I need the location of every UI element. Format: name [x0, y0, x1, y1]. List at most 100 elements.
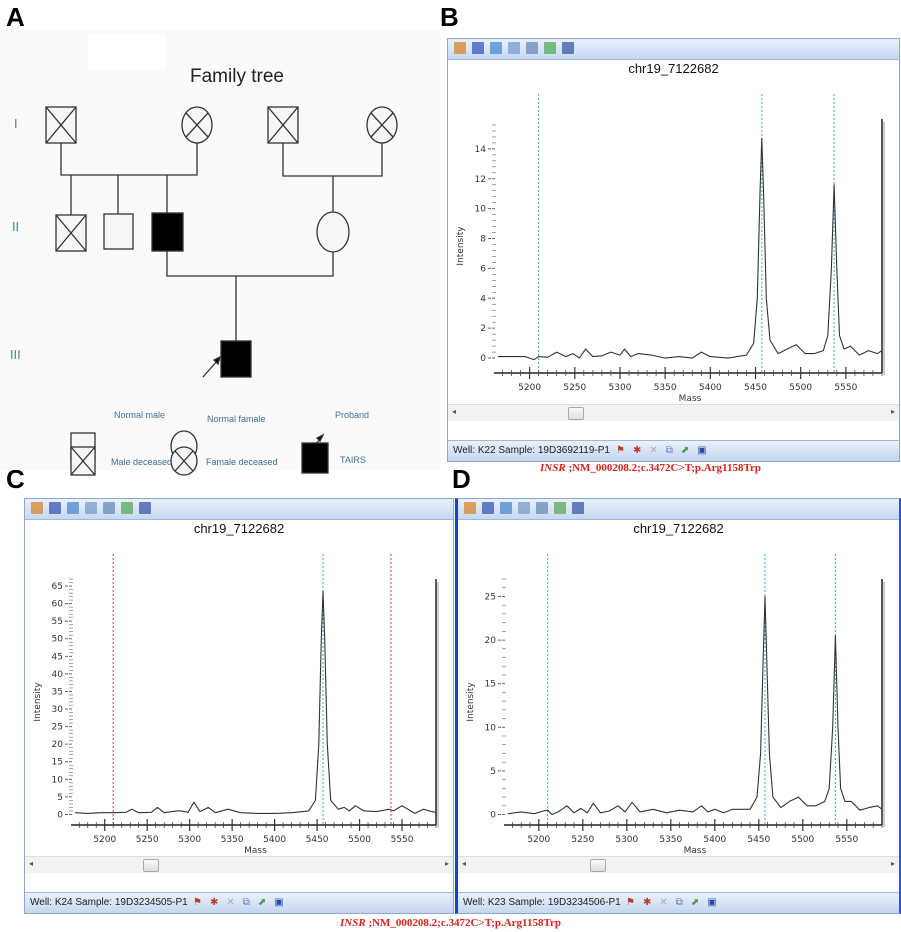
list-icon[interactable]	[508, 42, 520, 54]
svg-text:12: 12	[475, 175, 486, 185]
close-x-icon[interactable]: ✕	[659, 897, 668, 908]
svg-text:5: 5	[490, 767, 496, 777]
svg-text:5550: 5550	[834, 383, 857, 393]
window-toolbar	[458, 499, 899, 520]
panel-label-d: D	[452, 464, 471, 494]
generation-label-iii: III	[10, 348, 21, 362]
scroll-right-arrow-icon[interactable]: ▸	[444, 859, 449, 868]
chart-title: chr19_7122682	[633, 521, 724, 536]
svg-text:5500: 5500	[789, 383, 812, 393]
svg-text:5200: 5200	[527, 835, 550, 845]
peak-icon[interactable]	[490, 42, 502, 54]
save-icon[interactable]	[562, 42, 574, 54]
list-icon[interactable]	[518, 502, 530, 514]
list-icon[interactable]	[85, 502, 97, 514]
save-icon[interactable]	[572, 502, 584, 514]
svg-text:5300: 5300	[615, 835, 638, 845]
legend-label-normal-female: Normal famale	[207, 414, 266, 424]
copy-icon[interactable]: ⧉	[675, 897, 683, 908]
peak-icon[interactable]	[67, 502, 79, 514]
svg-text:5400: 5400	[263, 835, 286, 845]
scroll-left-arrow-icon[interactable]: ◂	[462, 859, 467, 868]
flag-icon[interactable]: ⚑	[626, 897, 635, 908]
palette-icon[interactable]	[544, 42, 556, 54]
bug-icon[interactable]: ✱	[209, 897, 219, 908]
export-icon[interactable]: ⬈	[257, 897, 267, 908]
generation-label-ii: II	[12, 220, 20, 234]
bar-chart-color-icon[interactable]	[464, 502, 476, 514]
svg-text:5300: 5300	[178, 835, 201, 845]
chart-title: chr19_7122682	[628, 61, 719, 76]
svg-text:5500: 5500	[348, 835, 371, 845]
save-icon[interactable]	[139, 502, 151, 514]
table-icon[interactable]	[103, 502, 115, 514]
bug-icon[interactable]: ✱	[632, 445, 642, 456]
svg-text:5350: 5350	[221, 835, 244, 845]
palette-icon[interactable]	[554, 502, 566, 514]
flag-icon[interactable]: ⚑	[193, 897, 202, 908]
svg-text:45: 45	[52, 652, 63, 662]
export-icon[interactable]: ⬈	[680, 445, 690, 456]
svg-text:5450: 5450	[306, 835, 329, 845]
svg-text:65: 65	[52, 582, 63, 592]
svg-text:6: 6	[480, 264, 486, 274]
svg-text:15: 15	[485, 680, 496, 690]
svg-text:25: 25	[485, 592, 496, 602]
legend-label-proband: Proband	[335, 410, 370, 420]
svg-text:0: 0	[480, 354, 486, 364]
normal-male-symbol	[103, 213, 134, 250]
disk-icon[interactable]: ▣	[707, 897, 717, 908]
status-bar: Well: K23 Sample: 19D3234506-P1 ⚑ ✱ ✕ ⧉ ⬈ ▣	[458, 892, 899, 913]
normal-female-symbol	[316, 211, 350, 253]
svg-text:5250: 5250	[136, 835, 159, 845]
scroll-right-arrow-icon[interactable]: ▸	[890, 859, 895, 868]
copy-icon[interactable]: ⧉	[242, 897, 250, 908]
copy-icon[interactable]: ⧉	[665, 445, 673, 456]
scroll-left-arrow-icon[interactable]: ◂	[29, 859, 34, 868]
legend-label-male-deceased: Male deceased	[111, 457, 173, 467]
svg-text:20: 20	[485, 636, 497, 646]
scrollbar-thumb[interactable]	[143, 859, 159, 872]
male-deceased-symbol	[55, 214, 87, 252]
generation-label-i: I	[14, 117, 18, 131]
female-deceased-symbol	[366, 106, 398, 144]
flag-icon[interactable]: ⚑	[616, 445, 625, 456]
bar-chart-color-icon[interactable]	[454, 42, 466, 54]
svg-text:5200: 5200	[518, 383, 541, 393]
pedigree-drawing	[45, 34, 398, 462]
horizontal-scrollbar[interactable]: ◂ ▸	[458, 856, 899, 873]
table-icon[interactable]	[536, 502, 548, 514]
svg-text:Mass: Mass	[679, 394, 702, 404]
peak-icon[interactable]	[500, 502, 512, 514]
scrollbar-thumb[interactable]	[568, 407, 584, 420]
palette-icon[interactable]	[121, 502, 133, 514]
svg-text:5500: 5500	[791, 835, 814, 845]
scrollbar-thumb[interactable]	[590, 859, 606, 872]
bar-chart-color-icon[interactable]	[31, 502, 43, 514]
table-icon[interactable]	[526, 42, 538, 54]
horizontal-scrollbar[interactable]: ◂ ▸	[448, 404, 899, 421]
2d-view-icon[interactable]	[472, 42, 484, 54]
svg-text:15: 15	[52, 758, 63, 768]
well-sample-info: Well: K22 Sample: 19D3692119-P1	[453, 445, 610, 456]
close-x-icon[interactable]: ✕	[649, 445, 658, 456]
export-icon[interactable]: ⬈	[690, 897, 700, 908]
svg-text:Intensity: Intensity	[456, 226, 466, 266]
disk-icon[interactable]: ▣	[697, 445, 707, 456]
svg-text:20: 20	[52, 740, 64, 750]
close-x-icon[interactable]: ✕	[226, 897, 235, 908]
2d-view-icon[interactable]	[49, 502, 61, 514]
scroll-right-arrow-icon[interactable]: ▸	[890, 407, 895, 416]
2d-view-icon[interactable]	[482, 502, 494, 514]
svg-text:10: 10	[485, 723, 497, 733]
bug-icon[interactable]: ✱	[642, 897, 652, 908]
mass-spectrum-plot: 0 2 4 6 8 10 12 14 Intensity 5200 5250 5300 5350 5400…	[456, 94, 885, 404]
horizontal-scrollbar[interactable]: ◂ ▸	[25, 856, 453, 873]
variant-description: ;NM_000208.2;c.3472C>T;p.Arg1158Trp	[565, 462, 761, 474]
disk-icon[interactable]: ▣	[274, 897, 284, 908]
scroll-left-arrow-icon[interactable]: ◂	[452, 407, 457, 416]
svg-text:Mass: Mass	[244, 846, 267, 856]
svg-text:5550: 5550	[835, 835, 858, 845]
svg-text:0: 0	[490, 811, 496, 821]
pedigree-title: Family tree	[190, 66, 284, 87]
